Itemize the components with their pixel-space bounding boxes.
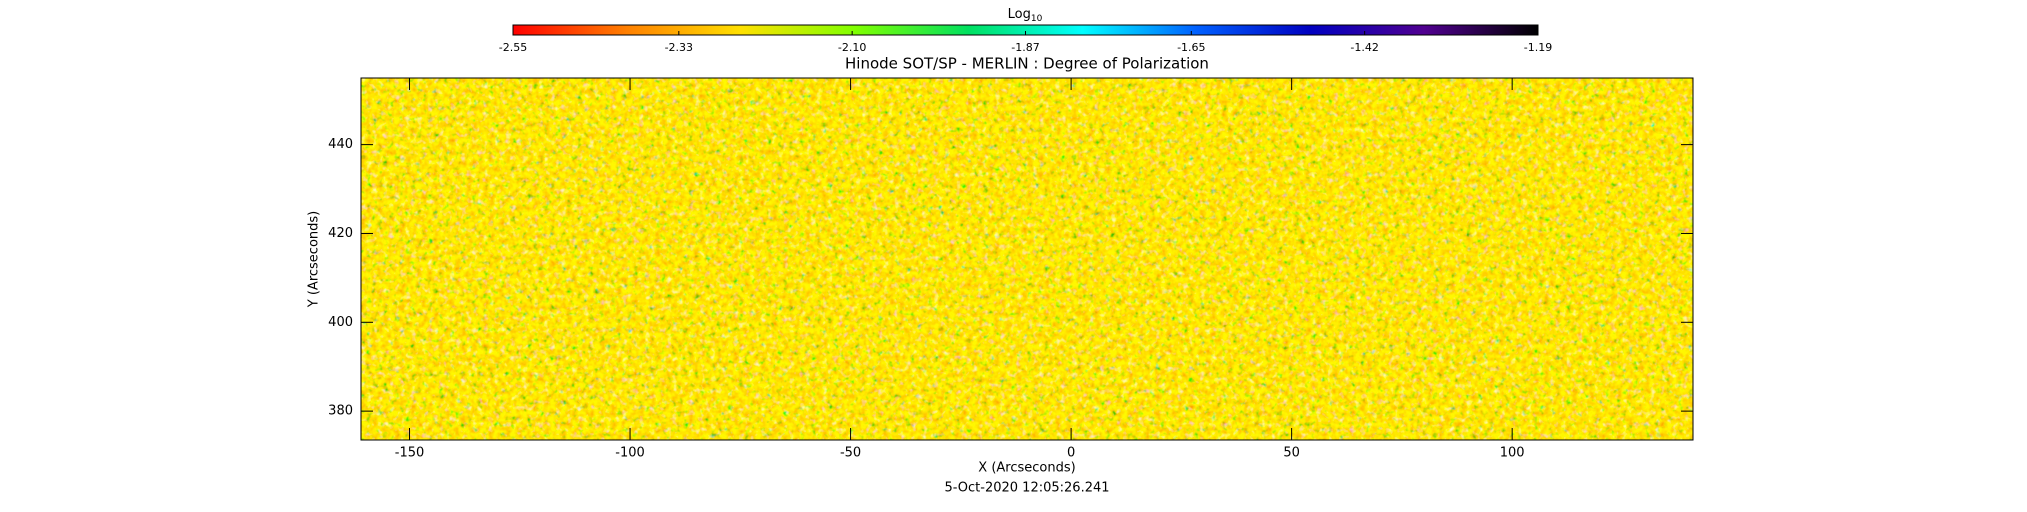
plot-frame: [360, 77, 1694, 441]
x-tick-label: 0: [1067, 446, 1075, 461]
colorbar-label: Log10: [1008, 7, 1043, 24]
colorbar-tick-label: -1.87: [1011, 41, 1039, 54]
colorbar-tick-label: -1.19: [1524, 41, 1552, 54]
chart-title: Hinode SOT/SP - MERLIN : Degree of Polar…: [845, 55, 1209, 73]
x-tick-label: -100: [615, 446, 645, 461]
colorbar-tick-label: -2.33: [665, 41, 693, 54]
colorbar-tick-label: -2.10: [838, 41, 866, 54]
x-tick-label: -50: [840, 446, 861, 461]
y-tick-label: 440: [328, 137, 353, 152]
colorbar-label-subscript: 10: [1031, 14, 1043, 24]
colorbar-tick-label: -1.65: [1177, 41, 1205, 54]
y-tick-label: 400: [328, 315, 353, 330]
x-tick-label: -150: [395, 446, 425, 461]
heatmap-image: [361, 78, 1693, 440]
y-tick-label: 380: [328, 404, 353, 419]
x-axis-label: X (Arcseconds): [978, 461, 1075, 476]
colorbar-tick-label: -1.42: [1350, 41, 1378, 54]
y-axis-label: Y (Arcseconds): [307, 211, 322, 308]
x-tick-label: 50: [1283, 446, 1300, 461]
x-tick-label: 100: [1500, 446, 1525, 461]
y-tick-label: 420: [328, 226, 353, 241]
colorbar-tick-label: -2.55: [499, 41, 527, 54]
footer-date: 5-Oct-2020 12:05:26.241: [944, 481, 1109, 496]
colorbar-label-text: Log: [1008, 7, 1031, 22]
